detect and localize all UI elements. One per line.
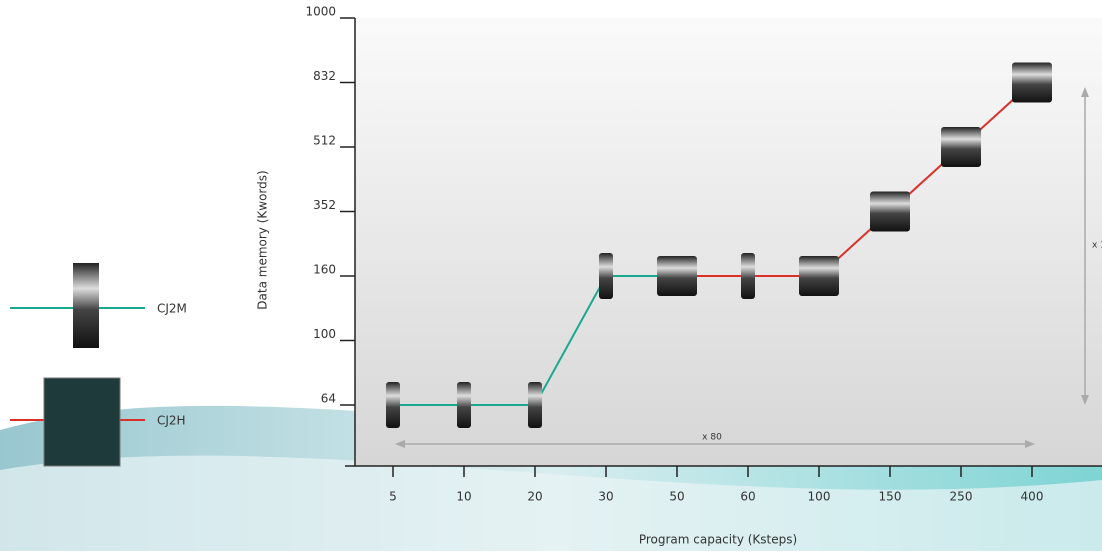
- module-marker: [941, 127, 981, 167]
- module-marker: [528, 382, 542, 428]
- x-tick-label: 60: [740, 490, 755, 504]
- x-tick-label: 250: [950, 490, 973, 504]
- legend-icon: [43, 377, 121, 467]
- legend-icon: [73, 263, 99, 348]
- module-marker: [1012, 62, 1052, 103]
- y-tick-label: 160: [313, 263, 336, 277]
- y-tick-label: 64: [321, 392, 336, 406]
- x-tick-label: 5: [389, 490, 397, 504]
- annotation: x 13: [1092, 241, 1102, 251]
- annotation: x 80: [702, 433, 722, 443]
- module-marker: [657, 256, 697, 296]
- module-marker: [599, 253, 613, 299]
- plot-area: [355, 18, 1102, 466]
- module-marker: [457, 382, 471, 428]
- y-tick-label: 1000: [305, 5, 336, 19]
- y-tick-label: 512: [313, 134, 336, 148]
- y-tick-label: 832: [313, 69, 336, 83]
- x-tick-label: 400: [1021, 490, 1044, 504]
- module-marker: [799, 256, 839, 296]
- module-marker: [386, 382, 400, 428]
- legend-label: CJ2H: [157, 414, 186, 428]
- x-tick-label: 100: [808, 490, 831, 504]
- x-tick-label: 150: [879, 490, 902, 504]
- x-tick-label: 30: [598, 490, 613, 504]
- x-tick-label: 10: [456, 490, 471, 504]
- y-tick-label: 352: [313, 198, 336, 212]
- module-marker: [741, 253, 755, 299]
- background-swoosh: [0, 455, 1102, 551]
- x-tick-label: 50: [669, 490, 684, 504]
- y-axis-label: Data memory (Kwords): [256, 170, 270, 309]
- x-axis-label: Program capacity (Ksteps): [639, 533, 797, 547]
- module-marker: [870, 191, 910, 232]
- x-tick-label: 20: [527, 490, 542, 504]
- legend-label: CJ2M: [157, 302, 187, 316]
- y-tick-label: 100: [313, 327, 336, 341]
